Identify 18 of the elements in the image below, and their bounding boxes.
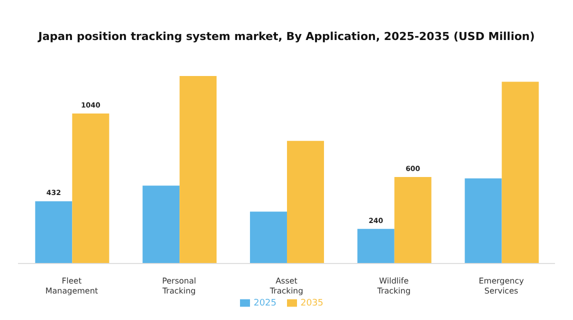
bar [502, 82, 539, 264]
x-tick-label: Asset Tracking [268, 276, 304, 296]
bar [250, 212, 287, 264]
bar [72, 114, 110, 264]
bar [286, 140, 324, 264]
x-tick-label: Emergency Services [478, 276, 524, 296]
legend-label: 2025 [254, 298, 276, 308]
bar [357, 228, 394, 264]
x-tick-label: Wildlife Tracking [376, 276, 411, 296]
bar [464, 178, 502, 264]
x-tick-label: Personal Tracking [161, 276, 196, 296]
bar [180, 76, 217, 264]
chart-title: Japan position tracking system market, By Application, 2025-2035 (USD Million) [36, 30, 536, 43]
legend-label: 2035 [300, 298, 324, 308]
x-tick-label: Fleet Management [45, 276, 98, 296]
bar [142, 186, 180, 264]
bar [35, 201, 72, 264]
bar [394, 176, 432, 264]
